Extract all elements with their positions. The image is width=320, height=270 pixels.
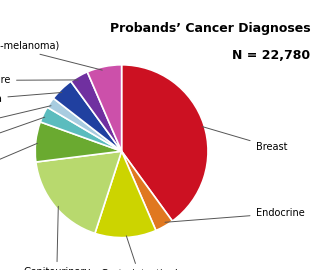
Wedge shape: [53, 81, 122, 151]
Wedge shape: [40, 107, 122, 151]
Wedge shape: [35, 122, 122, 162]
Wedge shape: [95, 151, 156, 238]
Wedge shape: [122, 65, 208, 221]
Text: Lung: Lung: [0, 106, 51, 129]
Text: N = 22,780: N = 22,780: [232, 49, 310, 62]
Text: Breast: Breast: [202, 127, 287, 152]
Text: Probands’ Cancer Diagnoses: Probands’ Cancer Diagnoses: [110, 22, 310, 35]
Text: Skin (non-melanoma): Skin (non-melanoma): [0, 41, 102, 70]
Wedge shape: [87, 65, 122, 151]
Text: Melanoma: Melanoma: [0, 93, 62, 104]
Text: Endocrine: Endocrine: [165, 208, 304, 222]
Wedge shape: [47, 98, 122, 151]
Text: Hematologic: Hematologic: [0, 117, 45, 154]
Text: Other/Rare: Other/Rare: [0, 75, 78, 85]
Text: Gastrointestinal: Gastrointestinal: [100, 236, 178, 270]
Wedge shape: [36, 151, 122, 233]
Text: Genitourinary: Genitourinary: [23, 206, 91, 270]
Wedge shape: [71, 72, 122, 151]
Wedge shape: [122, 151, 172, 231]
Text: Gynecologic: Gynecologic: [0, 143, 37, 182]
